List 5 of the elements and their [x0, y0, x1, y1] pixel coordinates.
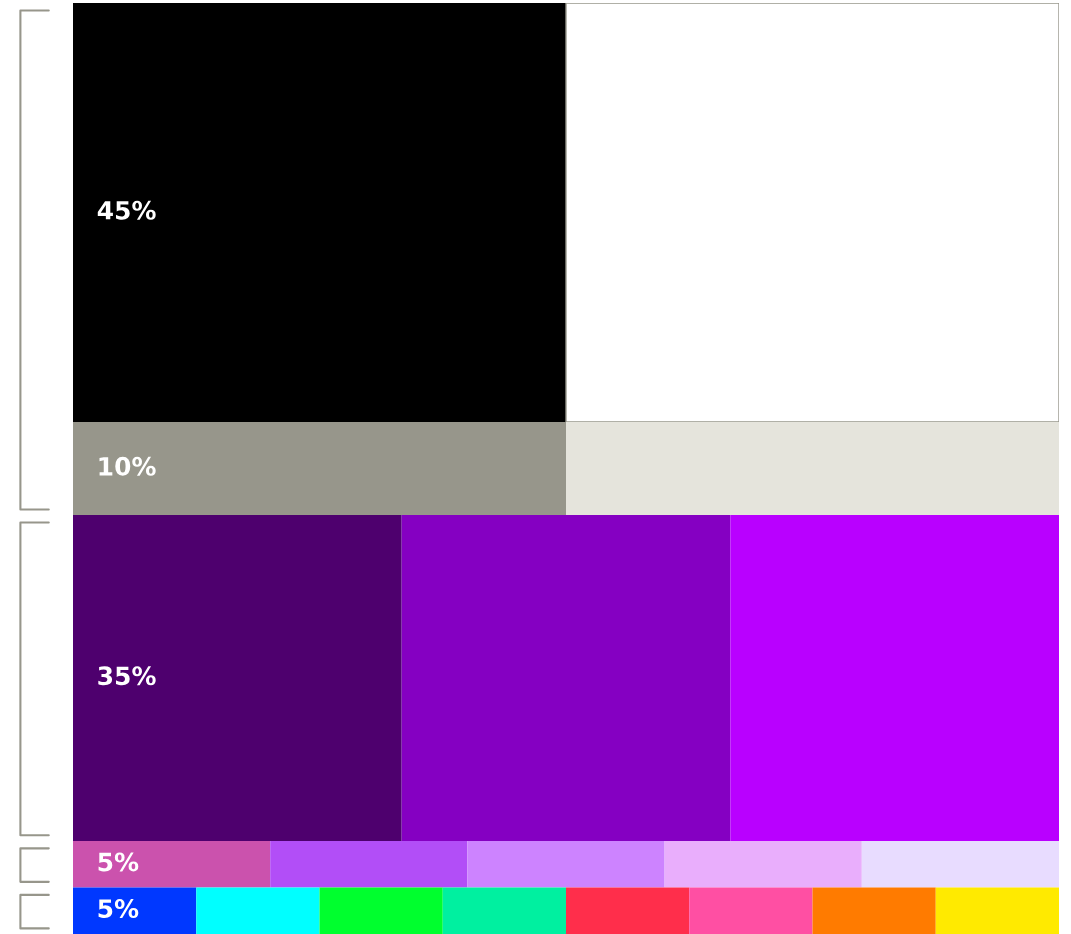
- data-label: 45%: [97, 200, 156, 220]
- data-label: 5%: [98, 852, 139, 872]
- data-label: 10%: [99, 456, 156, 476]
- data-label: 5%: [98, 899, 139, 918]
- data-label: 35%: [98, 666, 156, 686]
